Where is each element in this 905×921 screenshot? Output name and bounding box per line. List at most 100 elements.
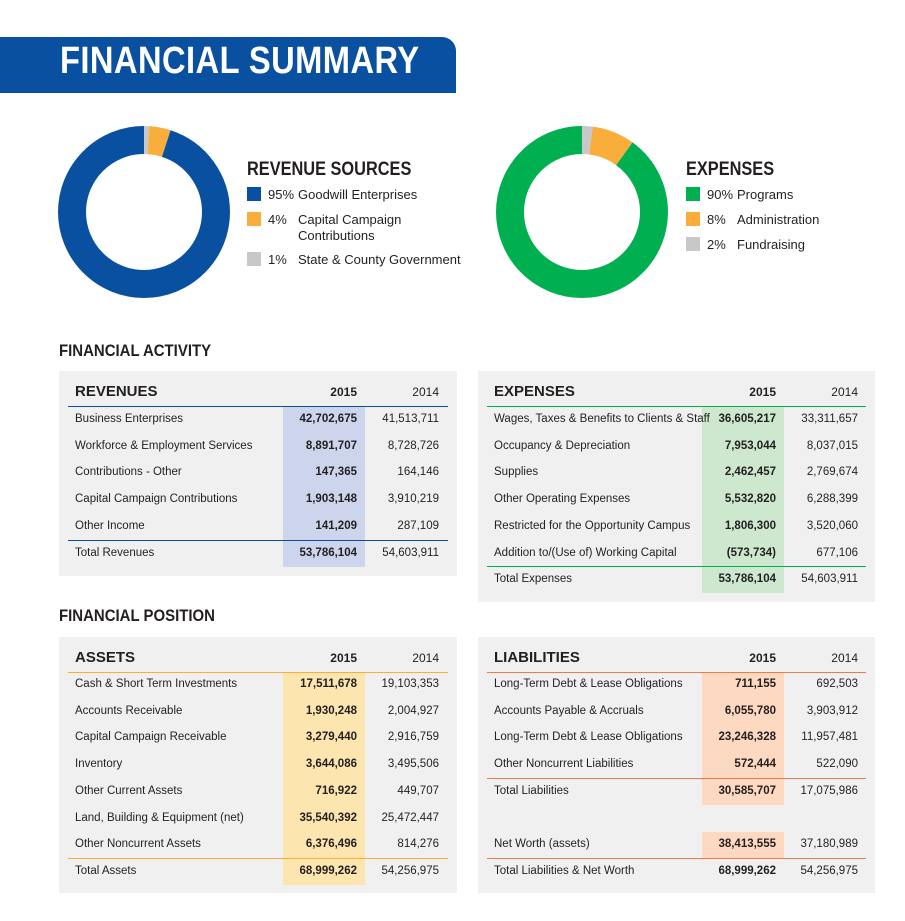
- value-2014: 19,103,353: [381, 678, 439, 690]
- header-divider: [487, 672, 866, 673]
- value-2014: 2,916,759: [387, 731, 439, 744]
- value-2014: 677,106: [816, 546, 858, 559]
- value-2015: 2,462,457: [724, 466, 776, 479]
- total-value-2014: 17,075,986: [800, 784, 858, 797]
- total-divider: [487, 777, 866, 779]
- financial-activity-heading: FINANCIAL ACTIVITY: [59, 341, 212, 360]
- value-2014: 11,957,481: [801, 731, 858, 744]
- column-header-2014: 2014: [412, 385, 439, 399]
- value-2015: 147,365: [315, 466, 357, 479]
- row-label: Supplies: [494, 466, 539, 479]
- total-divider: [68, 857, 448, 859]
- value-2015: 6,376,496: [305, 838, 357, 851]
- header-divider: [68, 672, 448, 673]
- table-title: ASSETS: [75, 649, 136, 666]
- value-2015: 36,605,217: [718, 413, 776, 425]
- value-2015: 35,540,392: [299, 811, 357, 824]
- value-2014: 41,513,711: [382, 413, 439, 425]
- legend-label: Fundraising: [737, 237, 805, 252]
- legend-swatch: [247, 252, 261, 266]
- value-2015: 1,806,300: [724, 519, 776, 532]
- value-2015: (573,734): [726, 546, 776, 559]
- column-header-2015: 2015: [330, 651, 357, 665]
- legend-pct: 95%: [268, 187, 295, 202]
- title-banner: [0, 37, 456, 93]
- value-2014: 25,472,447: [381, 811, 439, 824]
- total-value-2014: 54,256,975: [800, 864, 858, 877]
- row-label: Land, Building & Equipment (net): [75, 811, 244, 824]
- row-label: Long-Term Debt & Lease Obligations: [494, 678, 683, 690]
- column-header-2014: 2014: [412, 651, 439, 665]
- row-label: Accounts Receivable: [75, 704, 183, 717]
- value-2015: 1,903,148: [305, 493, 357, 506]
- total-value-2014: 37,180,989: [800, 838, 858, 851]
- row-label: Contributions - Other: [75, 466, 182, 479]
- legend-label: Capital Campaign Contributions: [298, 212, 402, 243]
- header-divider: [68, 406, 448, 407]
- legend-pct: 90%: [707, 187, 734, 202]
- total-value-2014: 54,603,911: [801, 573, 858, 586]
- table-title: LIABILITIES: [494, 649, 580, 666]
- value-2015: 141,209: [315, 519, 357, 532]
- row-label: Capital Campaign Contributions: [75, 493, 238, 506]
- value-2014: 164,146: [397, 466, 439, 479]
- total-divider: [487, 566, 866, 568]
- total-label: Total Expenses: [494, 573, 572, 586]
- assets-table: [59, 637, 457, 893]
- column-highlight-2015: [283, 672, 365, 885]
- row-label: Occupancy & Depreciation: [494, 439, 631, 452]
- value-2015: 42,702,675: [299, 413, 357, 425]
- column-header-2015: 2015: [749, 385, 776, 399]
- value-2015: 6,055,780: [724, 704, 776, 717]
- row-label: Workforce & Employment Services: [75, 439, 253, 452]
- revenue-sources-title: REVENUE SOURCES: [247, 159, 412, 180]
- row-label: Capital Campaign Receivable: [75, 731, 227, 744]
- total-label: Total Liabilities: [494, 784, 569, 797]
- revenues-table: [59, 371, 457, 576]
- legend-pct: 1%: [268, 252, 287, 267]
- expenses-breakdown-title: EXPENSES: [686, 159, 775, 180]
- total-value-2015: 68,999,262: [718, 864, 776, 877]
- column-header-2015: 2015: [330, 385, 357, 399]
- total-value-2014: 54,256,975: [381, 864, 439, 877]
- row-label: Long-Term Debt & Lease Obligations: [494, 731, 683, 744]
- value-2015: 716,922: [315, 784, 357, 797]
- row-label: Addition to/(Use of) Working Capital: [494, 546, 677, 559]
- revenue-sources-donut: [58, 126, 230, 298]
- row-label: Other Operating Expenses: [494, 493, 631, 506]
- value-2014: 8,037,015: [806, 439, 858, 452]
- legend-swatch: [686, 212, 700, 226]
- total-divider: [68, 539, 448, 541]
- total-value-2015: 30,585,707: [718, 784, 776, 797]
- column-highlight-2015: [702, 406, 784, 594]
- value-2014: 2,004,927: [387, 704, 439, 717]
- value-2015: 23,246,328: [718, 731, 776, 744]
- value-2014: 2,769,674: [806, 466, 858, 479]
- value-2014: 33,311,657: [801, 413, 858, 425]
- column-header-2015: 2015: [749, 651, 776, 665]
- liabilities-table: [478, 637, 875, 893]
- column-highlight-2015: [283, 406, 365, 567]
- value-2014: 814,276: [397, 838, 439, 851]
- value-2014: 3,910,219: [387, 493, 439, 506]
- total-value-2015: 68,999,262: [299, 864, 357, 877]
- legend-item: 2% Fundraising: [686, 237, 805, 253]
- column-header-2014: 2014: [831, 385, 858, 399]
- total-value-2014: 54,603,911: [382, 546, 439, 559]
- value-2015: 572,444: [734, 758, 776, 771]
- row-label: Business Enterprises: [75, 413, 184, 425]
- total-label: Total Revenues: [75, 546, 155, 559]
- value-2015: 7,953,044: [724, 439, 776, 452]
- value-2014: 3,520,060: [806, 519, 858, 532]
- row-label: Restricted for the Opportunity Campus: [494, 519, 691, 532]
- column-header-2014: 2014: [831, 651, 858, 665]
- legend-swatch: [686, 187, 700, 201]
- donut-slice: [496, 126, 668, 298]
- expenses-table: [478, 371, 875, 602]
- legend-pct: 4%: [268, 212, 287, 227]
- legend-label: Programs: [737, 187, 794, 202]
- row-label: Other Income: [75, 519, 145, 532]
- row-label: Accounts Payable & Accruals: [494, 704, 644, 717]
- value-2014: 8,728,726: [387, 439, 439, 452]
- legend-item: 1% State & County Government: [247, 252, 461, 268]
